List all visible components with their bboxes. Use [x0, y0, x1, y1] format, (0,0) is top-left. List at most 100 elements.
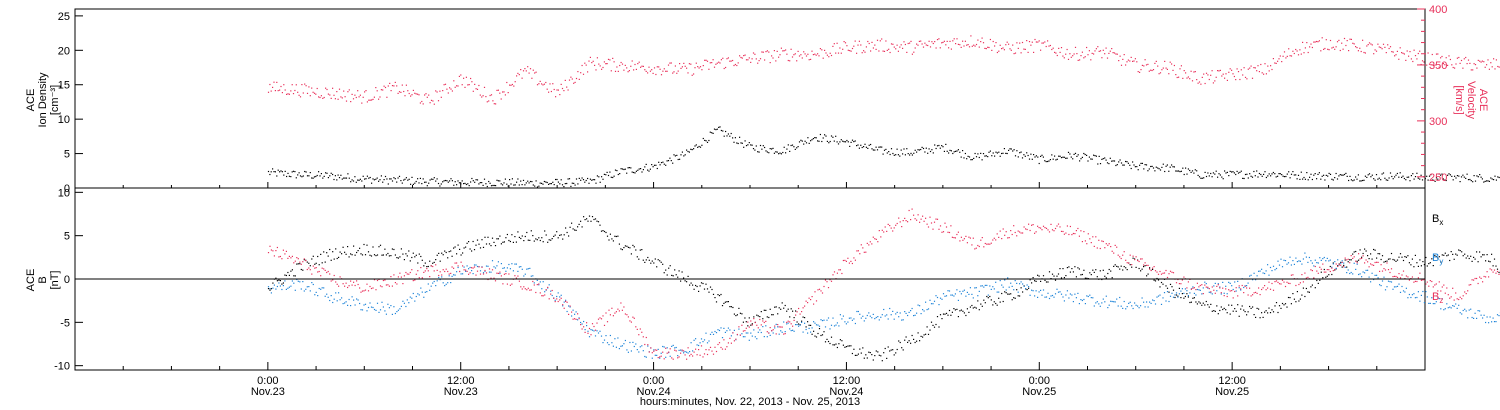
- density-point: [564, 183, 566, 185]
- density-point: [651, 164, 653, 166]
- density-point: [686, 149, 688, 151]
- density-point: [1229, 170, 1231, 172]
- bx-point: [597, 221, 600, 223]
- velocity-point: [1416, 58, 1418, 60]
- velocity-point: [318, 96, 320, 98]
- velocity-point: [606, 63, 608, 65]
- velocity-point: [978, 46, 980, 48]
- by-point: [660, 352, 662, 354]
- velocity-point: [1311, 46, 1313, 49]
- by-point: [1031, 289, 1033, 291]
- by-point: [633, 345, 635, 348]
- velocity-point: [1437, 53, 1439, 55]
- by-point: [482, 272, 485, 274]
- by-point: [790, 330, 792, 332]
- density-point: [690, 148, 692, 150]
- bx-point: [347, 246, 349, 248]
- bx-point: [887, 346, 889, 348]
- velocity-point: [624, 64, 626, 66]
- by-point: [980, 285, 982, 287]
- density-point: [451, 180, 453, 182]
- bx-point: [527, 239, 529, 241]
- bx-point: [1384, 260, 1387, 263]
- by-point: [272, 287, 274, 289]
- density-point: [1281, 174, 1283, 176]
- by-point: [436, 280, 438, 282]
- bx-point: [739, 312, 741, 314]
- velocity-point: [594, 64, 596, 66]
- velocity-point: [1270, 65, 1272, 67]
- density-point: [407, 179, 409, 181]
- velocity-point: [1196, 79, 1198, 81]
- bx-point: [904, 339, 906, 341]
- density-point: [561, 184, 564, 186]
- bx-point: [875, 350, 877, 352]
- density-point: [323, 175, 325, 177]
- bx-point: [907, 341, 909, 343]
- bx-point: [1208, 306, 1210, 308]
- density-point: [1251, 176, 1254, 178]
- density-point: [701, 144, 703, 146]
- by-point: [677, 355, 679, 357]
- velocity-point: [872, 47, 874, 49]
- velocity-point: [1017, 47, 1019, 49]
- bx-point: [1081, 273, 1083, 276]
- by-point: [560, 294, 562, 296]
- density-point: [1151, 165, 1153, 167]
- density-point: [931, 149, 933, 151]
- density-point: [1402, 175, 1404, 177]
- density-point: [1367, 174, 1369, 176]
- density-point: [396, 181, 398, 183]
- velocity-point: [946, 40, 948, 42]
- by-point: [665, 356, 667, 358]
- by-point: [718, 329, 721, 332]
- bx-point: [942, 313, 945, 315]
- density-point: [1392, 178, 1394, 180]
- bx-point: [532, 235, 534, 237]
- bx-point: [1205, 300, 1207, 303]
- bx-point: [287, 271, 289, 274]
- density-point: [1278, 173, 1280, 175]
- bx-point: [1045, 281, 1048, 283]
- by-point: [476, 265, 479, 268]
- bx-point: [732, 306, 734, 309]
- bx-point: [457, 244, 459, 246]
- bx-point: [706, 288, 709, 290]
- density-point: [490, 185, 493, 187]
- velocity-point: [811, 50, 813, 52]
- velocity-point: [867, 40, 869, 43]
- bx-point: [971, 304, 973, 307]
- by-point: [1044, 296, 1046, 298]
- bx-point: [1407, 255, 1409, 257]
- bx-point: [1037, 274, 1039, 276]
- bx-point: [1032, 277, 1034, 279]
- velocity-point: [376, 90, 378, 92]
- by-point: [747, 332, 749, 334]
- velocity-point: [957, 43, 959, 45]
- velocity-point: [634, 63, 636, 66]
- density-point: [981, 159, 983, 161]
- bx-point: [1489, 261, 1491, 263]
- by-point: [692, 350, 694, 352]
- by-point: [1069, 293, 1071, 295]
- bx-point: [544, 230, 546, 232]
- density-point: [1257, 176, 1259, 178]
- by-point: [494, 267, 497, 269]
- bx-point: [1026, 289, 1028, 291]
- velocity-point: [876, 39, 879, 41]
- bx-point: [753, 316, 755, 318]
- density-point: [340, 174, 342, 176]
- density-point: [697, 146, 699, 148]
- by-point: [1040, 289, 1042, 291]
- velocity-point: [1026, 40, 1028, 42]
- bx-point: [1228, 304, 1230, 306]
- density-point: [638, 168, 640, 170]
- by-point: [324, 295, 326, 297]
- density-point: [1403, 177, 1405, 180]
- bx-point: [1005, 292, 1007, 294]
- bx-point: [1132, 257, 1134, 259]
- velocity-point: [415, 93, 417, 95]
- velocity-point: [662, 70, 664, 72]
- velocity-point: [934, 41, 936, 43]
- by-point: [596, 330, 598, 332]
